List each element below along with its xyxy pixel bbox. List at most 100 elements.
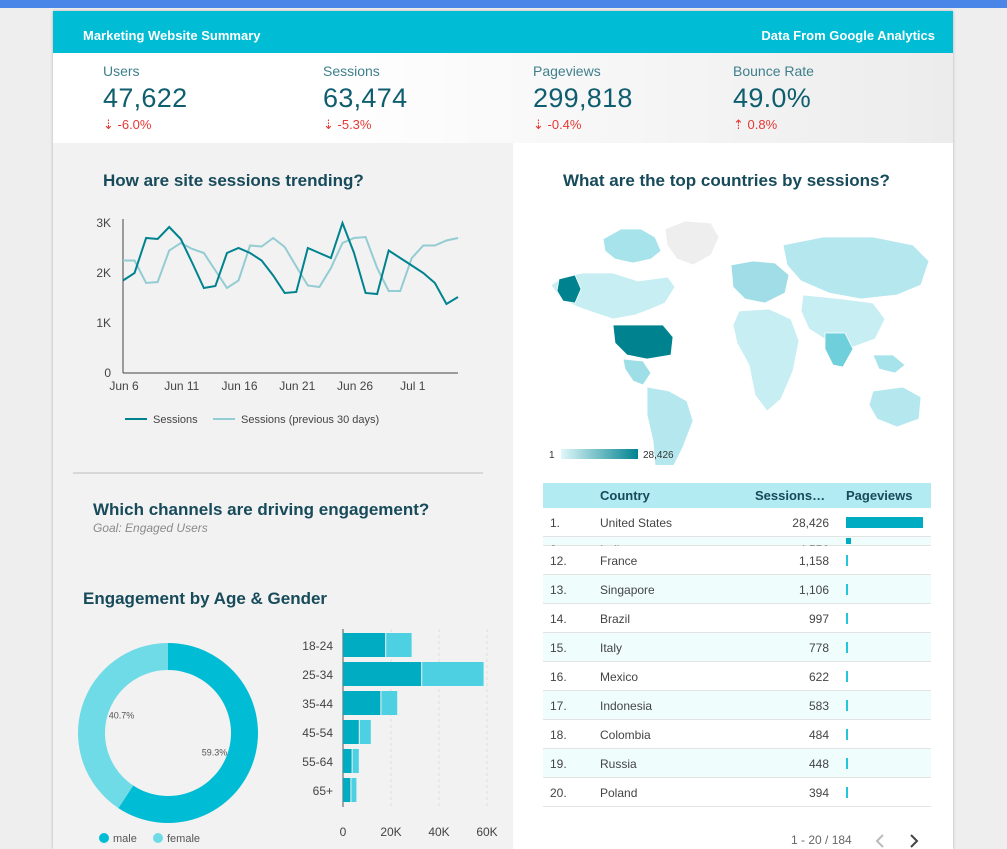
region-mexico [622, 358, 652, 386]
table-row[interactable]: 15. Italy 778 [543, 633, 931, 662]
kpi-pageviews[interactable]: Pageviews 299,818 ⇣ -0.4% [533, 63, 633, 133]
region-arctic-canada [602, 228, 662, 264]
row-sessions: 448 [808, 757, 829, 771]
y-tick-label: 55-64 [302, 755, 333, 769]
table-row[interactable]: 19. Russia 448 [543, 749, 931, 778]
region-europe [730, 260, 790, 304]
kpi-value: 49.0% [733, 83, 812, 113]
region-asia [800, 294, 886, 348]
report-header: Marketing Website Summary Data From Goog… [53, 11, 953, 53]
table-row[interactable]: 16. Mexico 622 [543, 662, 931, 691]
kpi-users[interactable]: Users 47,622 ⇣ -6.0% [103, 63, 187, 133]
pageviews-bar [846, 758, 848, 769]
y-tick-label: 3K [96, 216, 111, 230]
pageviews-bar [846, 671, 848, 682]
report-title: Marketing Website Summary [83, 28, 261, 43]
donut-slice [78, 643, 168, 809]
region-south-america [646, 386, 694, 465]
arrow-down-icon: ⇣ [323, 117, 338, 132]
color-scale-bar [561, 449, 638, 459]
x-tick-label: Jun 16 [222, 379, 258, 393]
table-row[interactable]: 18. Colombia 484 [543, 720, 931, 749]
row-rank: 12. [550, 554, 567, 568]
pageviews-bar [846, 729, 848, 740]
row-rank: 13. [550, 583, 567, 597]
sessions-trend-heading: How are site sessions trending? [103, 171, 364, 190]
row-sessions: 778 [808, 641, 829, 655]
countries-heading: What are the top countries by sessions? [563, 171, 890, 190]
row-rank: 17. [550, 699, 567, 713]
x-tick-label: 40K [428, 825, 449, 839]
region-india [824, 332, 854, 368]
table-header: Country Sessions… Pageviews [543, 483, 931, 508]
bar-segment [351, 778, 357, 802]
x-tick-label: 60K [476, 825, 497, 839]
row-country: Italy [600, 641, 623, 655]
kpi-label: Pageviews [533, 63, 601, 79]
kpi-bounce-rate[interactable]: Bounce Rate 49.0% ⇡ 0.8% [733, 63, 814, 133]
table-row[interactable]: 12. France 1,158 [543, 546, 931, 575]
y-tick-label: 18-24 [302, 639, 333, 653]
column-header-pageviews[interactable]: Pageviews [846, 488, 913, 503]
age-bar-chart[interactable]: 0 20K 40K 60K 18-24 25-34 35-44 45-54 55-64 65+ [293, 628, 508, 844]
row-country: Singapore [600, 583, 655, 597]
legend-label: female [167, 833, 200, 845]
region-africa [732, 308, 800, 412]
row-rank: 19. [550, 757, 567, 771]
y-tick-label: 65+ [313, 784, 333, 798]
row-country: France [600, 554, 638, 568]
row-sessions: 28,426 [792, 516, 829, 530]
table-row[interactable]: 13. Singapore 1,106 [543, 575, 931, 604]
kpi-label: Users [103, 63, 140, 79]
arrow-up-icon: ⇡ [733, 117, 748, 132]
bar-segment [381, 691, 398, 715]
table-row[interactable]: 17. Indonesia 583 [543, 691, 931, 720]
row-rank: 1. [550, 516, 561, 530]
y-tick-label: 0 [104, 366, 111, 380]
column-header-sessions[interactable]: Sessions… [755, 488, 826, 503]
row-country: Indonesia [600, 699, 653, 713]
bar-segment [359, 720, 371, 744]
table-row[interactable]: 1. United States 28,426 [543, 508, 931, 537]
kpi-value: 47,622 [103, 83, 188, 113]
slice-label: 59.3% [202, 747, 228, 757]
row-country: United States [600, 516, 673, 530]
series-line [122, 220, 459, 306]
channels-heading: Which channels are driving engagement? [93, 500, 430, 519]
legend-swatch [99, 833, 109, 843]
pageviews-bar [846, 700, 848, 711]
kpi-change: ⇣ -5.3% [323, 117, 372, 132]
chevron-right-icon[interactable] [907, 833, 921, 849]
section-divider [73, 472, 483, 474]
right-panel: What are the top countries by sessions? … [513, 143, 953, 849]
table-row[interactable]: 2. India 4,556 [543, 537, 931, 546]
bar-segment [386, 633, 412, 657]
slice-label: 40.7% [109, 711, 135, 721]
kpi-change: ⇣ -6.0% [103, 117, 152, 132]
table-row[interactable]: 14. Brazil 997 [543, 604, 931, 633]
age-gender-heading: Engagement by Age & Gender [83, 589, 328, 608]
kpi-sessions[interactable]: Sessions 63,474 ⇣ -5.3% [323, 63, 407, 133]
region-greenland [664, 220, 720, 266]
table-body: 1. United States 28,426 2. India 4,556 12. Fran… [543, 508, 931, 807]
row-country: Brazil [600, 612, 631, 626]
world-geo-map[interactable]: 1 28,426 [543, 215, 933, 465]
x-tick-label: 0 [340, 825, 347, 839]
pageviews-bar [846, 642, 848, 653]
legend-label: Sessions (previous 30 days) [241, 414, 379, 426]
y-tick-label: 1K [96, 316, 111, 330]
row-sessions: 997 [808, 612, 829, 626]
x-tick-label: Jun 11 [164, 379, 199, 393]
chevron-left-icon[interactable] [873, 833, 887, 849]
pageviews-bar [846, 787, 848, 798]
y-tick-label: 35-44 [302, 697, 333, 711]
kpi-label: Sessions [323, 63, 380, 79]
sessions-line-chart[interactable]: 0 1K 2K 3K Jun 6 Jun 11 Jun 16 Jun 21 Jun 26 Jul … [73, 213, 493, 443]
table-row[interactable]: 20. Poland 394 [543, 778, 931, 807]
gender-donut-chart[interactable]: 59.3% 40.7% male female [68, 623, 268, 849]
bar-segment [343, 633, 386, 657]
row-sessions: 622 [808, 670, 829, 684]
x-tick-label: Jun 26 [337, 379, 373, 393]
column-header-country[interactable]: Country [600, 488, 650, 503]
kpi-change: ⇡ 0.8% [733, 117, 778, 132]
